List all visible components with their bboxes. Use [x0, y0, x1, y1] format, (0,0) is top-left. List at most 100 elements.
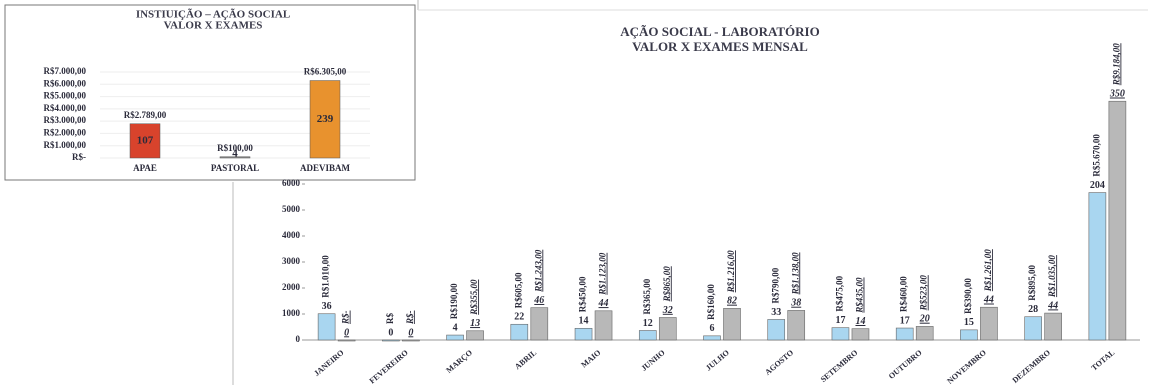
value-label: R$190,00 — [449, 283, 459, 319]
bar — [219, 156, 251, 159]
count-label: 44 — [1047, 300, 1058, 311]
y-tick-label: R$4.000,00 — [44, 103, 87, 113]
y-tick-label: 0 — [296, 334, 301, 344]
value-label: R$790,00 — [770, 267, 780, 303]
count-label: 17 — [900, 315, 910, 326]
bar — [317, 313, 336, 341]
count-label: 0 — [408, 327, 413, 338]
bar — [703, 335, 721, 341]
count-label: 0 — [388, 327, 393, 338]
value-label: R$523,00 — [919, 275, 929, 312]
value-label: R$1.123,00 — [598, 252, 608, 296]
bar — [960, 329, 978, 341]
value-label: R$5.670,00 — [1091, 134, 1101, 177]
count-label: 239 — [317, 113, 334, 125]
bar — [851, 328, 870, 341]
bar — [382, 339, 400, 342]
value-label: R$605,00 — [513, 272, 523, 308]
value-label: R$450,00 — [578, 276, 588, 312]
count-label: 107 — [137, 134, 154, 146]
y-tick-label: R$2.000,00 — [44, 127, 87, 137]
bar — [723, 308, 741, 341]
count-label: 44 — [983, 295, 994, 306]
value-label: R$460,00 — [899, 276, 909, 312]
inset-title: INSTIUIÇÃO – AÇÃO SOCIAL — [136, 9, 290, 21]
count-label: 14 — [855, 316, 865, 327]
count-label: 4 — [453, 322, 458, 333]
bar — [446, 334, 464, 341]
count-label: 0 — [344, 327, 349, 338]
count-label: 33 — [771, 307, 781, 318]
value-label: R$1.261,00 — [983, 249, 993, 293]
y-tick-label: R$6.000,00 — [44, 78, 87, 88]
y-tick-label: R$1.000,00 — [44, 140, 87, 150]
bar — [337, 339, 356, 342]
count-label: 12 — [643, 318, 653, 329]
bar — [129, 123, 161, 159]
value-label: R$1.035,00 — [1047, 255, 1057, 299]
count-label: 350 — [1109, 89, 1125, 100]
bar — [658, 317, 677, 341]
y-tick-label: 2000 — [282, 282, 301, 292]
value-label: R$1.216,00 — [726, 250, 736, 294]
bar — [1108, 100, 1127, 341]
y-tick-label: R$3.000,00 — [44, 115, 87, 125]
x-tick-label: ADEVIBAM — [300, 163, 351, 173]
count-label: 32 — [662, 305, 673, 316]
bar — [530, 307, 549, 341]
bar — [466, 330, 484, 341]
value-label: R$1.243,00 — [533, 249, 543, 293]
value-label: R$475,00 — [835, 275, 845, 311]
count-label: 38 — [790, 298, 801, 309]
bar — [309, 80, 341, 159]
count-label: 13 — [470, 318, 480, 329]
inset-frame — [4, 4, 416, 181]
y-tick-label: 3000 — [282, 256, 301, 266]
value-label: R$9.184,00 — [1111, 43, 1121, 87]
bar — [1024, 316, 1042, 341]
count-label: 28 — [1028, 304, 1038, 315]
value-label: R$- — [341, 310, 351, 325]
y-tick-label: 6000 — [282, 178, 301, 188]
count-label: 204 — [1090, 180, 1105, 191]
value-label: R$160,00 — [706, 284, 716, 320]
y-tick-label: R$7.000,00 — [44, 66, 87, 76]
count-label: 22 — [514, 312, 524, 323]
count-label: 15 — [964, 317, 974, 328]
count-label: 82 — [727, 296, 737, 307]
y-tick-label: 4000 — [282, 230, 301, 240]
count-label: 44 — [598, 298, 609, 309]
value-label: R$865,00 — [662, 266, 672, 303]
y-tick-label: R$5.000,00 — [44, 91, 87, 101]
count-label: 4 — [232, 148, 238, 160]
value-label: R$1.138,00 — [790, 252, 800, 296]
x-tick-label: PASTORAL — [211, 163, 259, 173]
value-label: R$- — [405, 310, 415, 325]
value-label: R$1.010,00 — [321, 255, 331, 298]
value-label: R$365,00 — [642, 278, 652, 314]
count-label: 36 — [322, 301, 332, 312]
bar — [787, 310, 806, 341]
bar — [574, 327, 593, 341]
y-tick-label: 1000 — [282, 308, 301, 318]
bar — [895, 327, 914, 341]
value-label: R$435,00 — [855, 277, 865, 314]
y-tick-label: 5000 — [282, 204, 301, 214]
bar — [638, 330, 657, 341]
chart-subtitle: VALOR X EXAMES MENSAL — [632, 39, 808, 54]
bar — [1088, 192, 1107, 341]
y-tick-label: R$- — [72, 152, 86, 162]
inset-subtitle: VALOR X EXAMES — [164, 20, 263, 32]
value-label: R$ — [385, 313, 395, 324]
bar — [1044, 312, 1062, 341]
bar — [980, 306, 998, 341]
bar — [831, 327, 850, 341]
count-label: 14 — [579, 316, 589, 327]
value-label: R$355,00 — [469, 279, 479, 316]
value-label: R$2.789,00 — [124, 110, 167, 120]
count-label: 46 — [533, 295, 544, 306]
count-label: 17 — [835, 315, 845, 326]
bar — [915, 326, 934, 341]
value-label: R$895,00 — [1027, 264, 1037, 300]
